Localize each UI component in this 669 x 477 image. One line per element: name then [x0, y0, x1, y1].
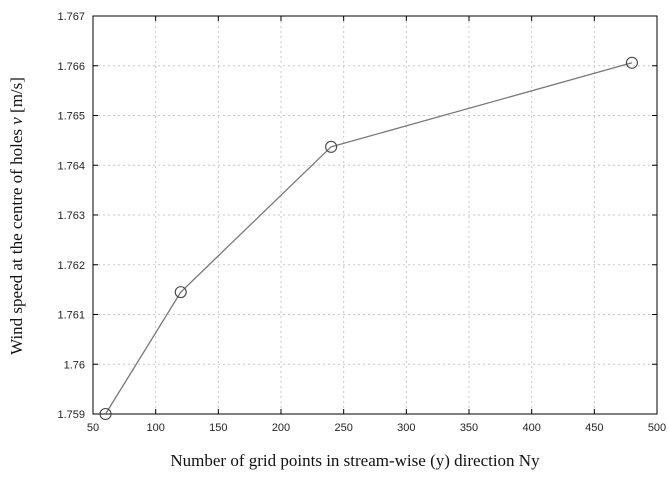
data-point-marker	[325, 140, 338, 153]
x-tick-label: 400	[522, 422, 540, 434]
x-tick-label: 200	[272, 422, 290, 434]
x-tick-label: 50	[87, 422, 99, 434]
y-axis-ticks: 1.759 1.76 1.761 1.762 1.763 1.764 1.765 1.766 1…	[57, 11, 657, 421]
x-tick-label: 450	[585, 422, 603, 434]
plot-frame	[92, 15, 658, 415]
y-tick-label: 1.763	[57, 210, 85, 222]
x-tick-label: 100	[146, 422, 164, 434]
y-tick-label: 1.767	[57, 11, 85, 23]
y-axis-title-unit: [m/s]	[7, 77, 26, 117]
y-tick-label: 1.764	[57, 160, 85, 172]
grid-lines	[93, 16, 657, 414]
y-tick-label: 1.762	[57, 260, 85, 272]
y-tick-label: 1.759	[57, 409, 85, 421]
x-axis-title: Number of grid points in stream-wise (y)…	[170, 451, 540, 470]
x-tick-label: 150	[209, 422, 227, 434]
y-tick-label: 1.76	[64, 359, 85, 371]
x-tick-label: 500	[648, 422, 666, 434]
series-line	[104, 62, 633, 415]
x-tick-label: 250	[334, 422, 352, 434]
data-point-marker	[625, 56, 638, 69]
y-tick-label: 1.765	[57, 111, 85, 123]
data-point-marker	[174, 286, 187, 299]
y-tick-label: 1.761	[57, 310, 85, 322]
x-tick-label: 300	[397, 422, 415, 434]
data-series	[99, 56, 638, 421]
y-axis-title-variable: v	[7, 117, 26, 125]
x-tick-label: 350	[460, 422, 478, 434]
y-axis-title-text: Wind speed at the centre of holes	[7, 125, 26, 355]
data-point-marker	[99, 407, 112, 421]
y-axis-title: Wind speed at the centre of holes v [m/s…	[7, 77, 26, 355]
x-axis-ticks: 50 100 150 200 250 300 350 400 450 500	[87, 16, 666, 434]
y-tick-label: 1.766	[57, 61, 85, 73]
